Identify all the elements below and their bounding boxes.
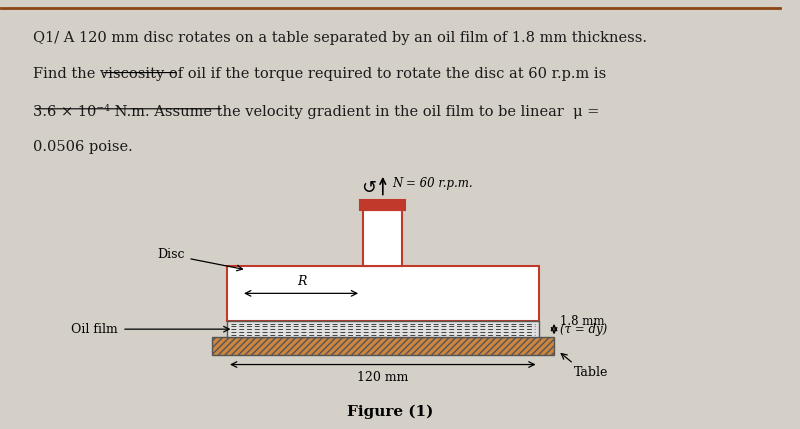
Bar (360, 199, 406, 210)
Text: Oil film: Oil film (71, 323, 118, 335)
Text: 120 mm: 120 mm (357, 371, 409, 384)
Text: (τ = dy): (τ = dy) (560, 323, 607, 335)
Bar (211, 337, 554, 355)
Text: ↺: ↺ (362, 179, 377, 197)
Text: Table: Table (574, 366, 608, 379)
Text: Find the viscosity of oil if the torque required to rotate the disc at 60 r.p.m : Find the viscosity of oil if the torque … (33, 67, 606, 82)
Text: 3.6 × 10⁻⁴ N.m. Assume the velocity gradient in the oil film to be linear  μ =: 3.6 × 10⁻⁴ N.m. Assume the velocity grad… (33, 104, 599, 119)
Text: 1.8 mm: 1.8 mm (560, 315, 605, 328)
Text: R: R (298, 275, 307, 288)
Text: Disc: Disc (157, 248, 184, 262)
Text: Figure (1): Figure (1) (347, 405, 434, 419)
Bar (227, 321, 538, 337)
Bar (227, 266, 538, 321)
Text: N = 60 r.p.m.: N = 60 r.p.m. (392, 177, 473, 190)
Text: Q1/ A 120 mm disc rotates on a table separated by an oil film of 1.8 mm thicknes: Q1/ A 120 mm disc rotates on a table sep… (33, 31, 646, 45)
Bar (363, 210, 402, 266)
Text: 0.0506 poise.: 0.0506 poise. (33, 140, 132, 154)
